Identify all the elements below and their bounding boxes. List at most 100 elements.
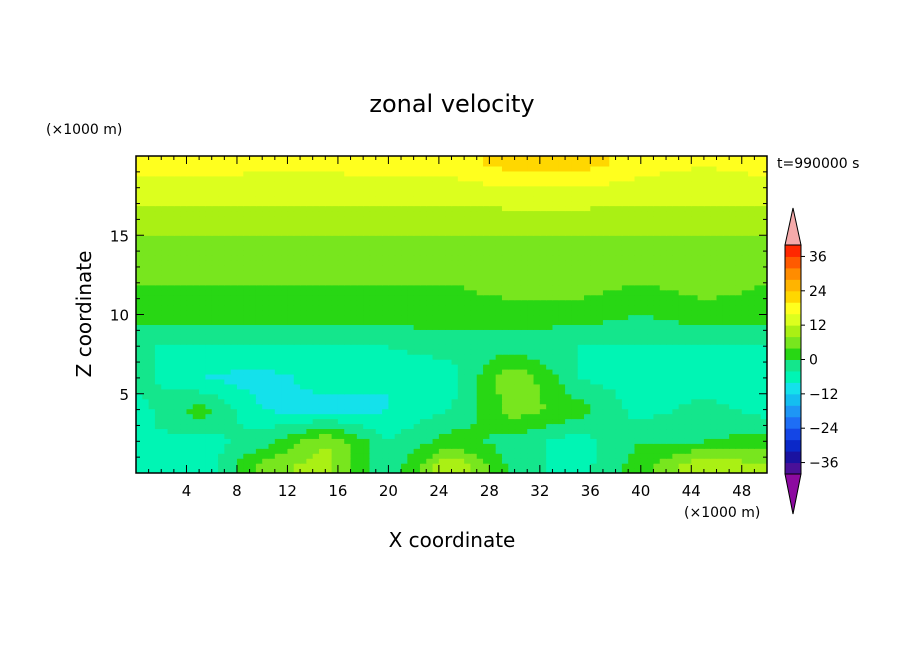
field-cell [722, 329, 730, 335]
field-cell [678, 235, 686, 241]
field-cell [407, 428, 415, 434]
field-cell [666, 289, 673, 296]
field-cell [432, 235, 440, 241]
field-cell [205, 255, 213, 261]
field-cell [684, 245, 692, 251]
field-cell [325, 468, 333, 473]
field-cell [419, 458, 427, 464]
field-cell [211, 413, 219, 420]
field-cell [413, 453, 421, 459]
field-cell [609, 398, 617, 405]
field-cell [748, 418, 755, 425]
field-cell [382, 250, 389, 256]
field-cell [666, 368, 673, 375]
field-cell [211, 240, 219, 246]
field-cell [344, 250, 352, 256]
field-cell [375, 334, 383, 340]
field-cell [350, 334, 358, 340]
field-cell [596, 364, 604, 370]
field-cell [552, 428, 560, 434]
field-cell [621, 378, 629, 385]
field-cell [596, 255, 604, 261]
field-cell [148, 373, 156, 380]
field-cell [211, 458, 219, 464]
field-cell [180, 274, 188, 281]
field-cell [678, 443, 686, 449]
field-cell [520, 284, 528, 291]
field-cell [495, 364, 503, 370]
field-cell [356, 235, 364, 241]
field-cell [369, 438, 377, 444]
field-cell [262, 364, 270, 370]
field-cell [173, 250, 181, 256]
field-cell [716, 344, 724, 350]
field-cell [596, 433, 604, 439]
field-cell [205, 388, 213, 395]
field-cell [375, 250, 383, 256]
field-cell [476, 448, 484, 454]
field-cell [741, 463, 749, 469]
field-cell [337, 284, 345, 291]
field-cell [703, 329, 711, 335]
field-cell [520, 418, 528, 425]
field-cell [640, 264, 648, 271]
field-cell [584, 294, 591, 301]
field-cell [426, 393, 434, 400]
field-cell [199, 453, 207, 459]
field-cell [691, 299, 699, 306]
field-cell [470, 393, 478, 400]
field-cell [413, 304, 421, 311]
field-cell [192, 403, 200, 410]
field-cell [571, 289, 579, 296]
field-cell [262, 334, 270, 340]
field-cell [375, 468, 383, 473]
field-cell [161, 314, 169, 321]
field-cell [520, 364, 528, 370]
field-cell [388, 269, 396, 276]
field-cell [325, 433, 333, 439]
field-cell [571, 428, 579, 434]
field-cell [571, 309, 579, 316]
field-cell [180, 463, 188, 469]
field-cell [716, 428, 724, 434]
field-cell [514, 294, 522, 301]
field-cell [691, 324, 699, 330]
field-cell [609, 319, 617, 325]
field-cell [281, 240, 289, 246]
field-cell [457, 373, 465, 380]
field-cell [293, 354, 301, 360]
field-cell [760, 324, 767, 330]
field-cell [722, 428, 730, 434]
field-cell [735, 368, 743, 375]
field-cell [760, 314, 767, 321]
field-cell [236, 448, 244, 454]
field-cell [628, 294, 636, 301]
field-cell [508, 230, 516, 236]
field-cell [438, 289, 446, 296]
field-cell [741, 383, 749, 390]
field-cell [558, 418, 566, 425]
field-cell [438, 279, 446, 286]
field-cell [312, 448, 320, 454]
field-cell [394, 413, 402, 420]
field-cell [684, 428, 692, 434]
field-cell [710, 334, 718, 340]
field-cell [754, 373, 762, 380]
field-cell [558, 448, 566, 454]
field-cell [312, 304, 320, 311]
field-cell [760, 408, 767, 415]
field-cell [748, 279, 755, 286]
field-cell [230, 393, 238, 400]
field-cell [602, 334, 610, 340]
field-cell [577, 230, 585, 236]
field-cell [186, 373, 194, 380]
field-cell [558, 468, 566, 473]
field-cell [205, 468, 213, 473]
field-cell [426, 448, 434, 454]
field-cell [218, 294, 225, 301]
field-cell [306, 269, 314, 276]
field-cell [464, 408, 472, 415]
field-cell [426, 453, 434, 459]
field-cell [520, 339, 528, 345]
field-cell [565, 359, 572, 365]
